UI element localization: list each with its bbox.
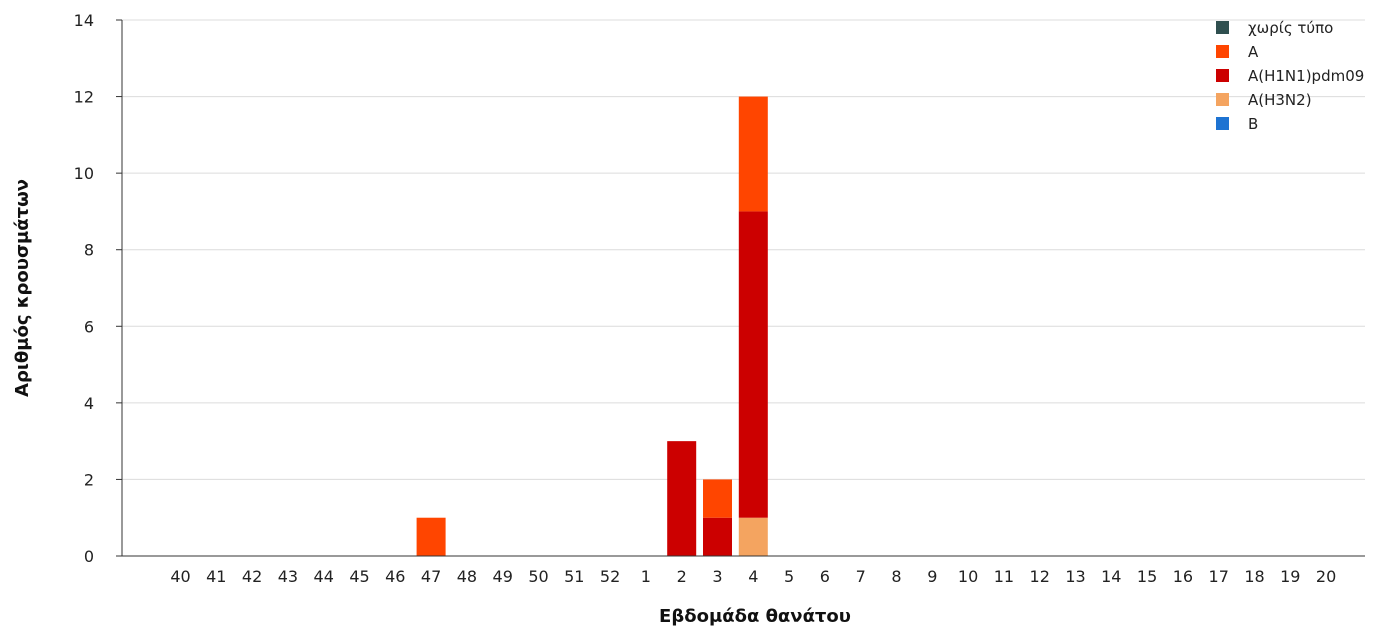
x-tick-label: 15 [1137, 567, 1157, 586]
y-tick-label: 8 [84, 241, 94, 260]
x-tick-labels: 40 41 42 43 44 45 46 47 48 49 50 51 52 1 2 3 4 5 6 7 8 9 10 11 1… [170, 567, 1336, 586]
bar-segment [416, 517, 446, 556]
x-tick-label: 47 [421, 567, 441, 586]
x-tick-label: 48 [457, 567, 477, 586]
x-tick-label: 42 [242, 567, 262, 586]
x-tick-label: 45 [349, 567, 369, 586]
x-tick-label: 6 [820, 567, 830, 586]
x-axis-title: Εβδομάδα θανάτου [659, 606, 851, 627]
y-tick-label: 12 [74, 88, 94, 107]
x-tick-label: 4 [748, 567, 758, 586]
x-tick-label: 44 [314, 567, 334, 586]
x-tick-label: 41 [206, 567, 226, 586]
y-axis-title: Αριθμός κρουσμάτων [12, 179, 33, 397]
y-tick-label: 14 [74, 11, 94, 30]
legend-swatch [1216, 117, 1229, 130]
x-tick-label: 20 [1316, 567, 1336, 586]
y-tick-label: 2 [84, 470, 94, 489]
axes [121, 20, 1365, 557]
bar-segment [738, 517, 768, 556]
legend-swatch [1216, 69, 1229, 82]
x-tick-label: 11 [994, 567, 1014, 586]
x-tick-label: 17 [1209, 567, 1229, 586]
legend-label: A(H3N2) [1248, 91, 1312, 109]
y-tick-labels: 0 2 4 6 8 10 12 14 [74, 11, 122, 566]
legend-label: χωρίς τύπο [1248, 19, 1333, 37]
bar-segment [703, 479, 732, 518]
legend: χωρίς τύπο A A(H1N1)pdm09 A(H3N2) B [1216, 19, 1364, 133]
x-tick-label: 43 [278, 567, 298, 586]
bar-segment [667, 441, 697, 556]
x-tick-label: 2 [677, 567, 687, 586]
x-tick-label: 50 [528, 567, 548, 586]
x-tick-label: 46 [385, 567, 405, 586]
legend-swatch [1216, 45, 1229, 58]
x-tick-label: 9 [927, 567, 937, 586]
x-tick-label: 49 [493, 567, 513, 586]
x-tick-label: 12 [1030, 567, 1050, 586]
legend-swatch [1216, 93, 1229, 106]
y-tick-label: 10 [74, 164, 94, 183]
bars [416, 96, 768, 556]
legend-label: B [1248, 115, 1258, 133]
x-tick-label: 3 [712, 567, 722, 586]
y-tick-label: 4 [84, 394, 94, 413]
x-tick-label: 52 [600, 567, 620, 586]
x-tick-label: 5 [784, 567, 794, 586]
legend-swatch [1216, 21, 1229, 34]
legend-label: A [1248, 43, 1259, 61]
y-tick-label: 0 [84, 547, 94, 566]
x-tick-label: 10 [958, 567, 978, 586]
bar-segment [738, 211, 768, 518]
x-tick-label: 16 [1173, 567, 1193, 586]
x-tick-label: 18 [1244, 567, 1264, 586]
y-tick-label: 6 [84, 317, 94, 336]
x-tick-label: 13 [1065, 567, 1085, 586]
x-tick-label: 8 [891, 567, 901, 586]
bar-segment [703, 517, 732, 556]
x-tick-label: 7 [856, 567, 866, 586]
x-tick-label: 51 [564, 567, 584, 586]
x-tick-label: 40 [170, 567, 190, 586]
legend-label: A(H1N1)pdm09 [1248, 67, 1364, 85]
bar-segment [738, 96, 768, 212]
x-tick-label: 1 [641, 567, 651, 586]
x-tick-label: 14 [1101, 567, 1121, 586]
x-tick-label: 19 [1280, 567, 1300, 586]
